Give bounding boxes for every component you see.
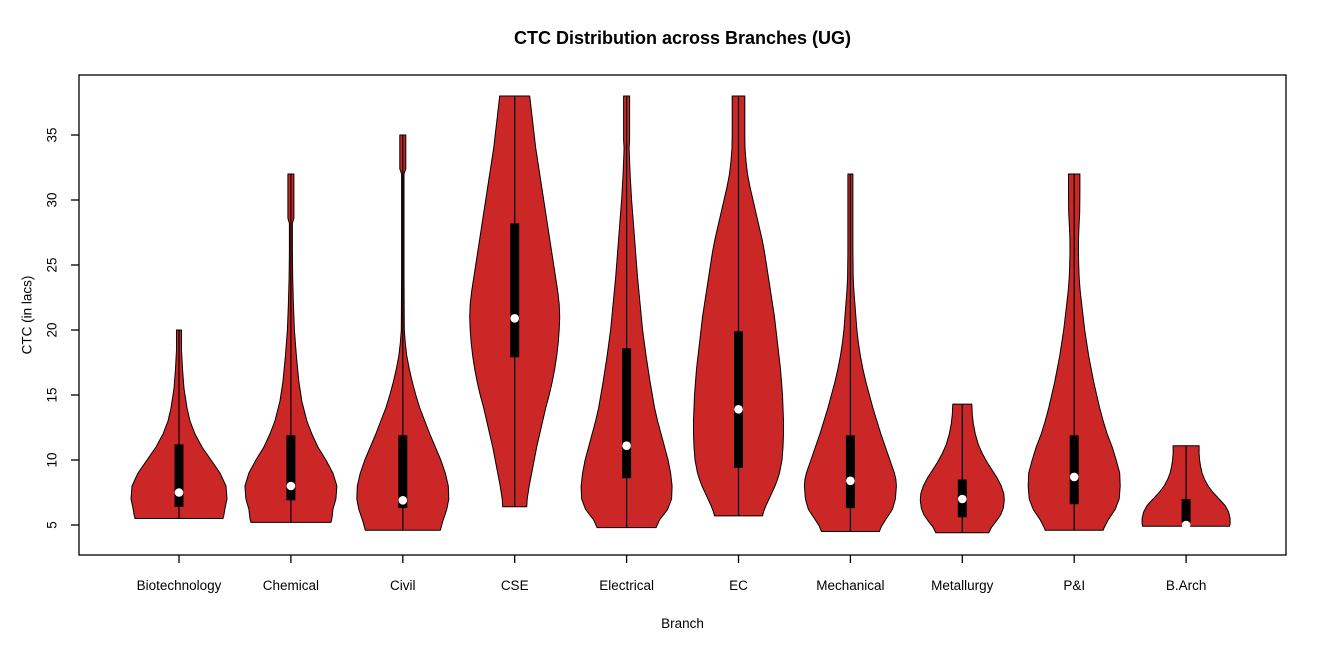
x-tick-label: P&I [1063,578,1085,593]
violin-median-dot [622,441,631,451]
x-tick-label: Electrical [599,578,654,593]
violin-median-dot [846,476,855,486]
violin-median-dot [398,496,408,505]
violin-median-dot [958,494,967,504]
violin-iqr-box [398,435,408,509]
x-axis-label: Branch [661,616,704,631]
violin-iqr-box [510,223,520,358]
violin-median-dot [510,314,519,323]
violin-median-dot [174,488,184,497]
y-tick-label: 25 [45,257,60,272]
violin-median-dot [286,481,296,491]
violin-iqr-box [174,444,184,507]
plot-border [78,74,1287,556]
violin-iqr-box [734,331,743,468]
violin-median-dot [1069,472,1079,482]
violin-iqr-box [845,435,855,509]
x-tick-label: Biotechnology [137,578,222,593]
x-tick-label: Mechanical [816,578,884,593]
y-tick-label: 15 [45,387,60,402]
chart-title: CTC Distribution across Branches (UG) [513,28,852,48]
violin-iqr-box [1181,499,1191,523]
violin-median-dot [734,405,743,414]
x-tick-label: Civil [390,578,416,593]
x-tick-label: CSE [501,578,529,593]
y-tick-label: 20 [45,322,60,337]
y-tick-label: 35 [45,127,60,142]
x-tick-label: EC [729,578,748,593]
y-tick-label: 10 [45,452,60,467]
y-tick-label: 30 [45,192,60,207]
violin-iqr-box [1069,435,1079,505]
violin-median-dot [1181,520,1191,530]
x-tick-label: Chemical [263,578,319,593]
y-tick-label: 5 [45,521,60,529]
violin-iqr-box [286,435,296,501]
violin-iqr-box [622,348,632,479]
x-tick-label: B.Arch [1166,578,1207,593]
x-tick-label: Metallurgy [931,578,994,593]
